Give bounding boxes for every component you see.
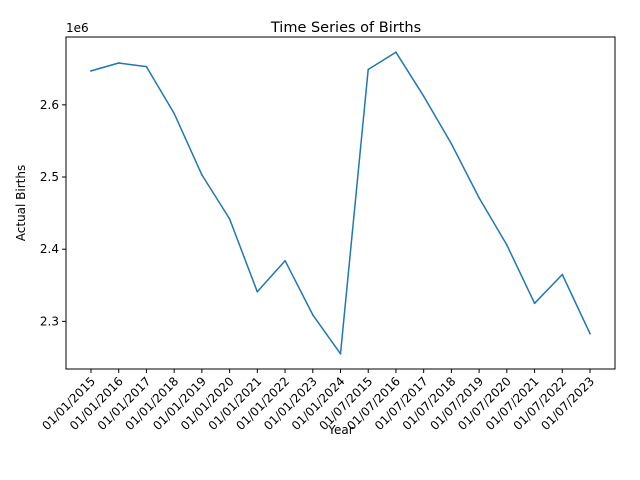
data-point [256, 290, 259, 293]
data-point [533, 302, 536, 305]
plot-frame [65, 36, 616, 370]
chart-title: Time Series of Births [270, 20, 421, 36]
series-lines [90, 51, 591, 355]
data-point [450, 143, 453, 145]
data-point [422, 95, 425, 97]
x-axis-ticks: 01/01/201501/01/201601/01/201701/01/2018… [39, 369, 597, 433]
series-line [90, 51, 591, 355]
y-tick-label: 2.4 [40, 242, 59, 256]
data-point [589, 332, 591, 335]
data-point [339, 353, 342, 355]
data-point [395, 51, 397, 53]
data-point [145, 65, 148, 68]
data-point [201, 174, 203, 176]
y-tick-label: 2.3 [40, 314, 59, 328]
data-point [228, 218, 231, 220]
y-axis-offset-label: 1e6 [66, 21, 89, 35]
data-point [284, 259, 286, 262]
data-point [506, 244, 508, 246]
x-axis-label: Year [327, 423, 353, 437]
data-point [311, 314, 314, 316]
data-point [173, 112, 175, 115]
data-point [478, 197, 480, 199]
y-tick-label: 2.6 [40, 98, 59, 112]
y-axis-label: Actual Births [14, 165, 28, 241]
y-axis-ticks: 2.3 2.4 2.5 2.6 [40, 98, 66, 328]
data-point [117, 62, 120, 64]
data-point [561, 273, 564, 276]
data-point [90, 70, 92, 72]
y-tick-label: 2.5 [40, 170, 59, 184]
data-point [367, 68, 370, 71]
